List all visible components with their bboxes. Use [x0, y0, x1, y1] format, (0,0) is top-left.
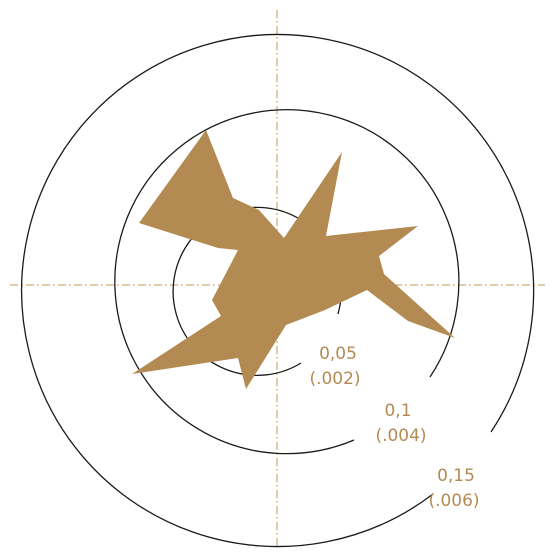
ring-middle-01 [114, 109, 460, 455]
ring-label-middle-imperial: (.004) [375, 426, 426, 446]
ring-label-outer-imperial: (.006) [428, 491, 479, 511]
deviation-profile-shape [132, 130, 455, 389]
ring-label-middle-metric: 0,1 [384, 401, 411, 421]
ring-label-outer-metric: 0,15 [437, 466, 475, 486]
ring-outer-015 [20, 33, 535, 548]
ring-label-inner-metric: 0,05 [319, 344, 357, 364]
ring-label-inner-imperial: (.002) [309, 369, 360, 389]
